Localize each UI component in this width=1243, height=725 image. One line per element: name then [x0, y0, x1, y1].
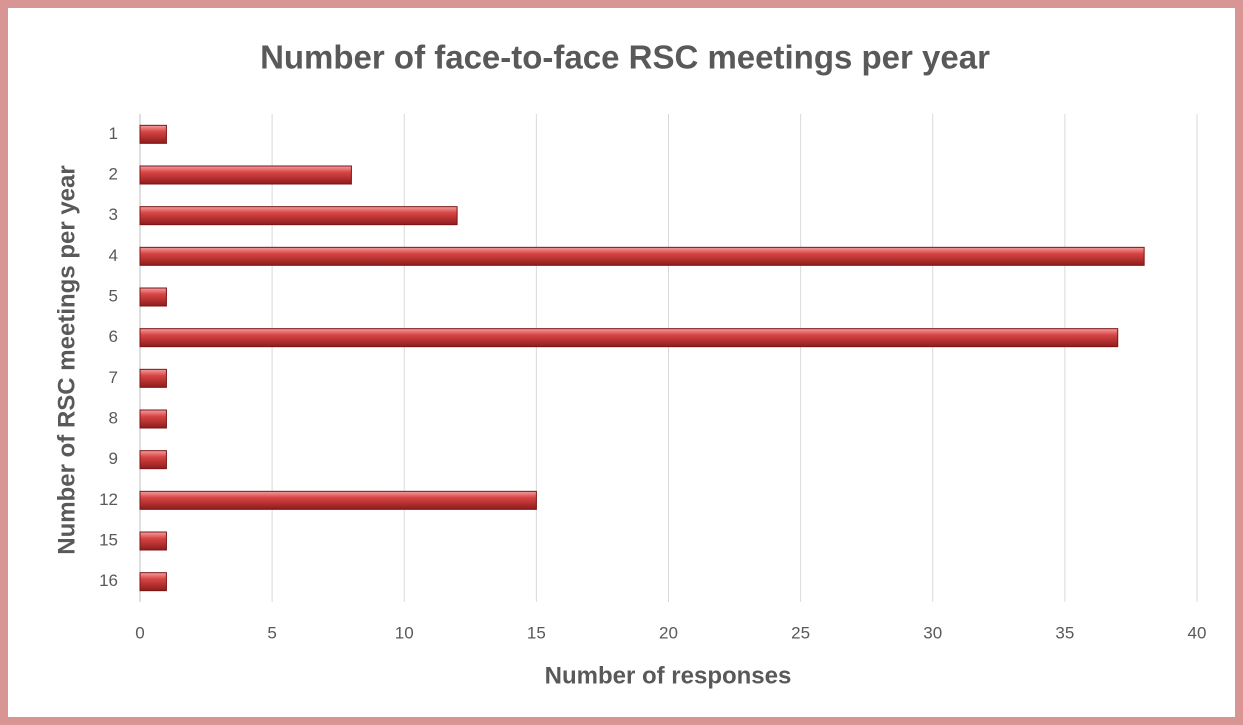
bar	[139, 287, 167, 307]
x-axis-label: Number of responses	[545, 662, 792, 689]
x-tick-label: 35	[1055, 623, 1074, 642]
bar	[139, 572, 167, 592]
bar	[139, 368, 167, 388]
x-tick-label: 20	[659, 623, 678, 642]
x-tick-label: 15	[527, 623, 546, 642]
bar	[139, 409, 167, 429]
y-tick-label: 8	[109, 408, 118, 427]
y-axis-label: Number of RSC meetings per year	[53, 165, 80, 554]
y-tick-label: 15	[99, 530, 118, 549]
y-tick-label: 9	[109, 449, 118, 468]
x-tick-label: 5	[267, 623, 276, 642]
y-tick-label: 3	[109, 205, 118, 224]
y-tick-label: 16	[99, 571, 118, 590]
x-tick-label: 25	[791, 623, 810, 642]
y-tick-label: 2	[109, 164, 118, 183]
y-tick-label: 6	[109, 327, 118, 346]
bar	[139, 450, 167, 470]
bar	[139, 328, 1119, 348]
bar	[139, 124, 167, 144]
bar	[139, 206, 458, 226]
bar	[139, 531, 167, 551]
bar	[139, 246, 1145, 266]
x-tick-label: 0	[135, 623, 144, 642]
y-tick-label: 1	[109, 124, 118, 143]
chart-title: Number of face-to-face RSC meetings per …	[260, 39, 990, 76]
x-tick-label: 40	[1188, 623, 1207, 642]
y-tick-label: 4	[109, 246, 118, 265]
y-tick-label: 5	[109, 286, 118, 305]
y-tick-label: 7	[109, 368, 118, 387]
bar	[139, 490, 537, 510]
x-tick-label: 10	[395, 623, 414, 642]
bar	[139, 165, 352, 185]
x-tick-label: 30	[923, 623, 942, 642]
y-tick-label: 12	[99, 490, 118, 509]
